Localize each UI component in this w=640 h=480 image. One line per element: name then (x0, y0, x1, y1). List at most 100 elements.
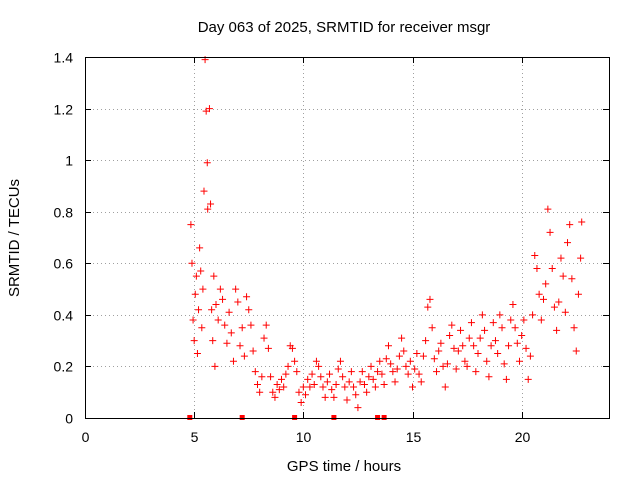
data-point (376, 357, 384, 365)
data-point (522, 344, 530, 352)
data-point (398, 334, 406, 342)
data-point (476, 334, 484, 342)
data-point (332, 380, 340, 388)
y-tick-label: 1 (65, 153, 73, 169)
y-tick-label: 0 (65, 411, 73, 427)
data-point (380, 380, 388, 388)
data-point (428, 324, 436, 332)
data-point (221, 321, 229, 329)
y-tick-label: 1.2 (54, 102, 74, 118)
data-point (411, 365, 419, 373)
data-point (243, 293, 251, 301)
x-tick-label: 5 (191, 429, 199, 445)
data-point (350, 383, 358, 391)
data-point (520, 316, 528, 324)
data-point (302, 391, 310, 399)
data-point (210, 272, 218, 280)
data-point (356, 378, 364, 386)
data-point (297, 399, 305, 407)
data-point (500, 360, 508, 368)
data-point (253, 380, 261, 388)
data-point (236, 342, 244, 350)
data-point (533, 264, 541, 272)
data-point (526, 352, 534, 360)
zero-marker (381, 415, 387, 420)
data-point (193, 350, 201, 358)
data-point (282, 370, 290, 378)
data-point (345, 378, 353, 386)
data-point (192, 272, 200, 280)
data-point (227, 329, 235, 337)
data-point (542, 280, 550, 288)
data-point (382, 355, 390, 363)
data-point (540, 295, 547, 303)
data-point (273, 380, 281, 388)
data-point (269, 388, 277, 396)
data-point (280, 383, 288, 391)
data-point (238, 324, 246, 332)
data-point (245, 306, 253, 314)
data-point (219, 295, 227, 303)
data-point (225, 308, 233, 316)
data-point (258, 373, 266, 381)
data-point (450, 344, 458, 352)
data-point (393, 365, 401, 373)
plot-frame (85, 57, 610, 419)
data-point (214, 316, 222, 324)
data-point (400, 347, 408, 355)
data-point (577, 254, 585, 262)
data-point (299, 383, 307, 391)
data-point (437, 339, 445, 347)
data-point (260, 334, 268, 342)
data-point (234, 298, 242, 306)
y-tick-label: 0.2 (54, 359, 74, 375)
data-point (417, 378, 425, 386)
data-point (262, 321, 270, 329)
data-point (249, 347, 257, 355)
data-point (330, 393, 338, 401)
data-point (328, 386, 336, 394)
data-point (502, 375, 510, 383)
data-point (267, 373, 275, 381)
data-point (448, 321, 456, 329)
data-point (384, 342, 392, 350)
data-point (203, 159, 211, 167)
data-point (347, 368, 355, 376)
data-point (435, 347, 443, 355)
data-point (336, 357, 344, 365)
data-point (363, 388, 371, 396)
data-point (561, 308, 569, 316)
data-point (391, 378, 399, 386)
zero-marker (375, 415, 381, 420)
axis-ticks: 0 5 10 15 20 0 0.2 0.4 0.6 0.8 1 1.2 1.4 (54, 50, 609, 445)
zero-marker (292, 415, 298, 420)
data-point (223, 339, 231, 347)
data-point (505, 342, 513, 350)
data-point (343, 396, 351, 404)
data-point (352, 391, 360, 399)
data-point (465, 334, 473, 342)
data-point (199, 285, 207, 293)
y-tick-label: 1.4 (54, 50, 74, 66)
data-point (570, 324, 578, 332)
data-point (308, 370, 316, 378)
data-point (546, 228, 554, 236)
data-point (406, 357, 414, 365)
data-point (518, 331, 526, 339)
data-point (374, 368, 382, 376)
data-point (553, 326, 561, 334)
data-point (339, 373, 347, 381)
data-point (295, 388, 303, 396)
data-point (485, 373, 493, 381)
data-point (548, 264, 556, 272)
data-point (198, 324, 206, 332)
data-point (216, 285, 224, 293)
data-point (426, 295, 434, 303)
data-point (310, 380, 318, 388)
data-point (293, 368, 301, 376)
x-tick-label: 15 (406, 429, 422, 445)
x-tick-label: 10 (296, 429, 312, 445)
data-point (191, 290, 199, 298)
data-point (572, 347, 580, 355)
